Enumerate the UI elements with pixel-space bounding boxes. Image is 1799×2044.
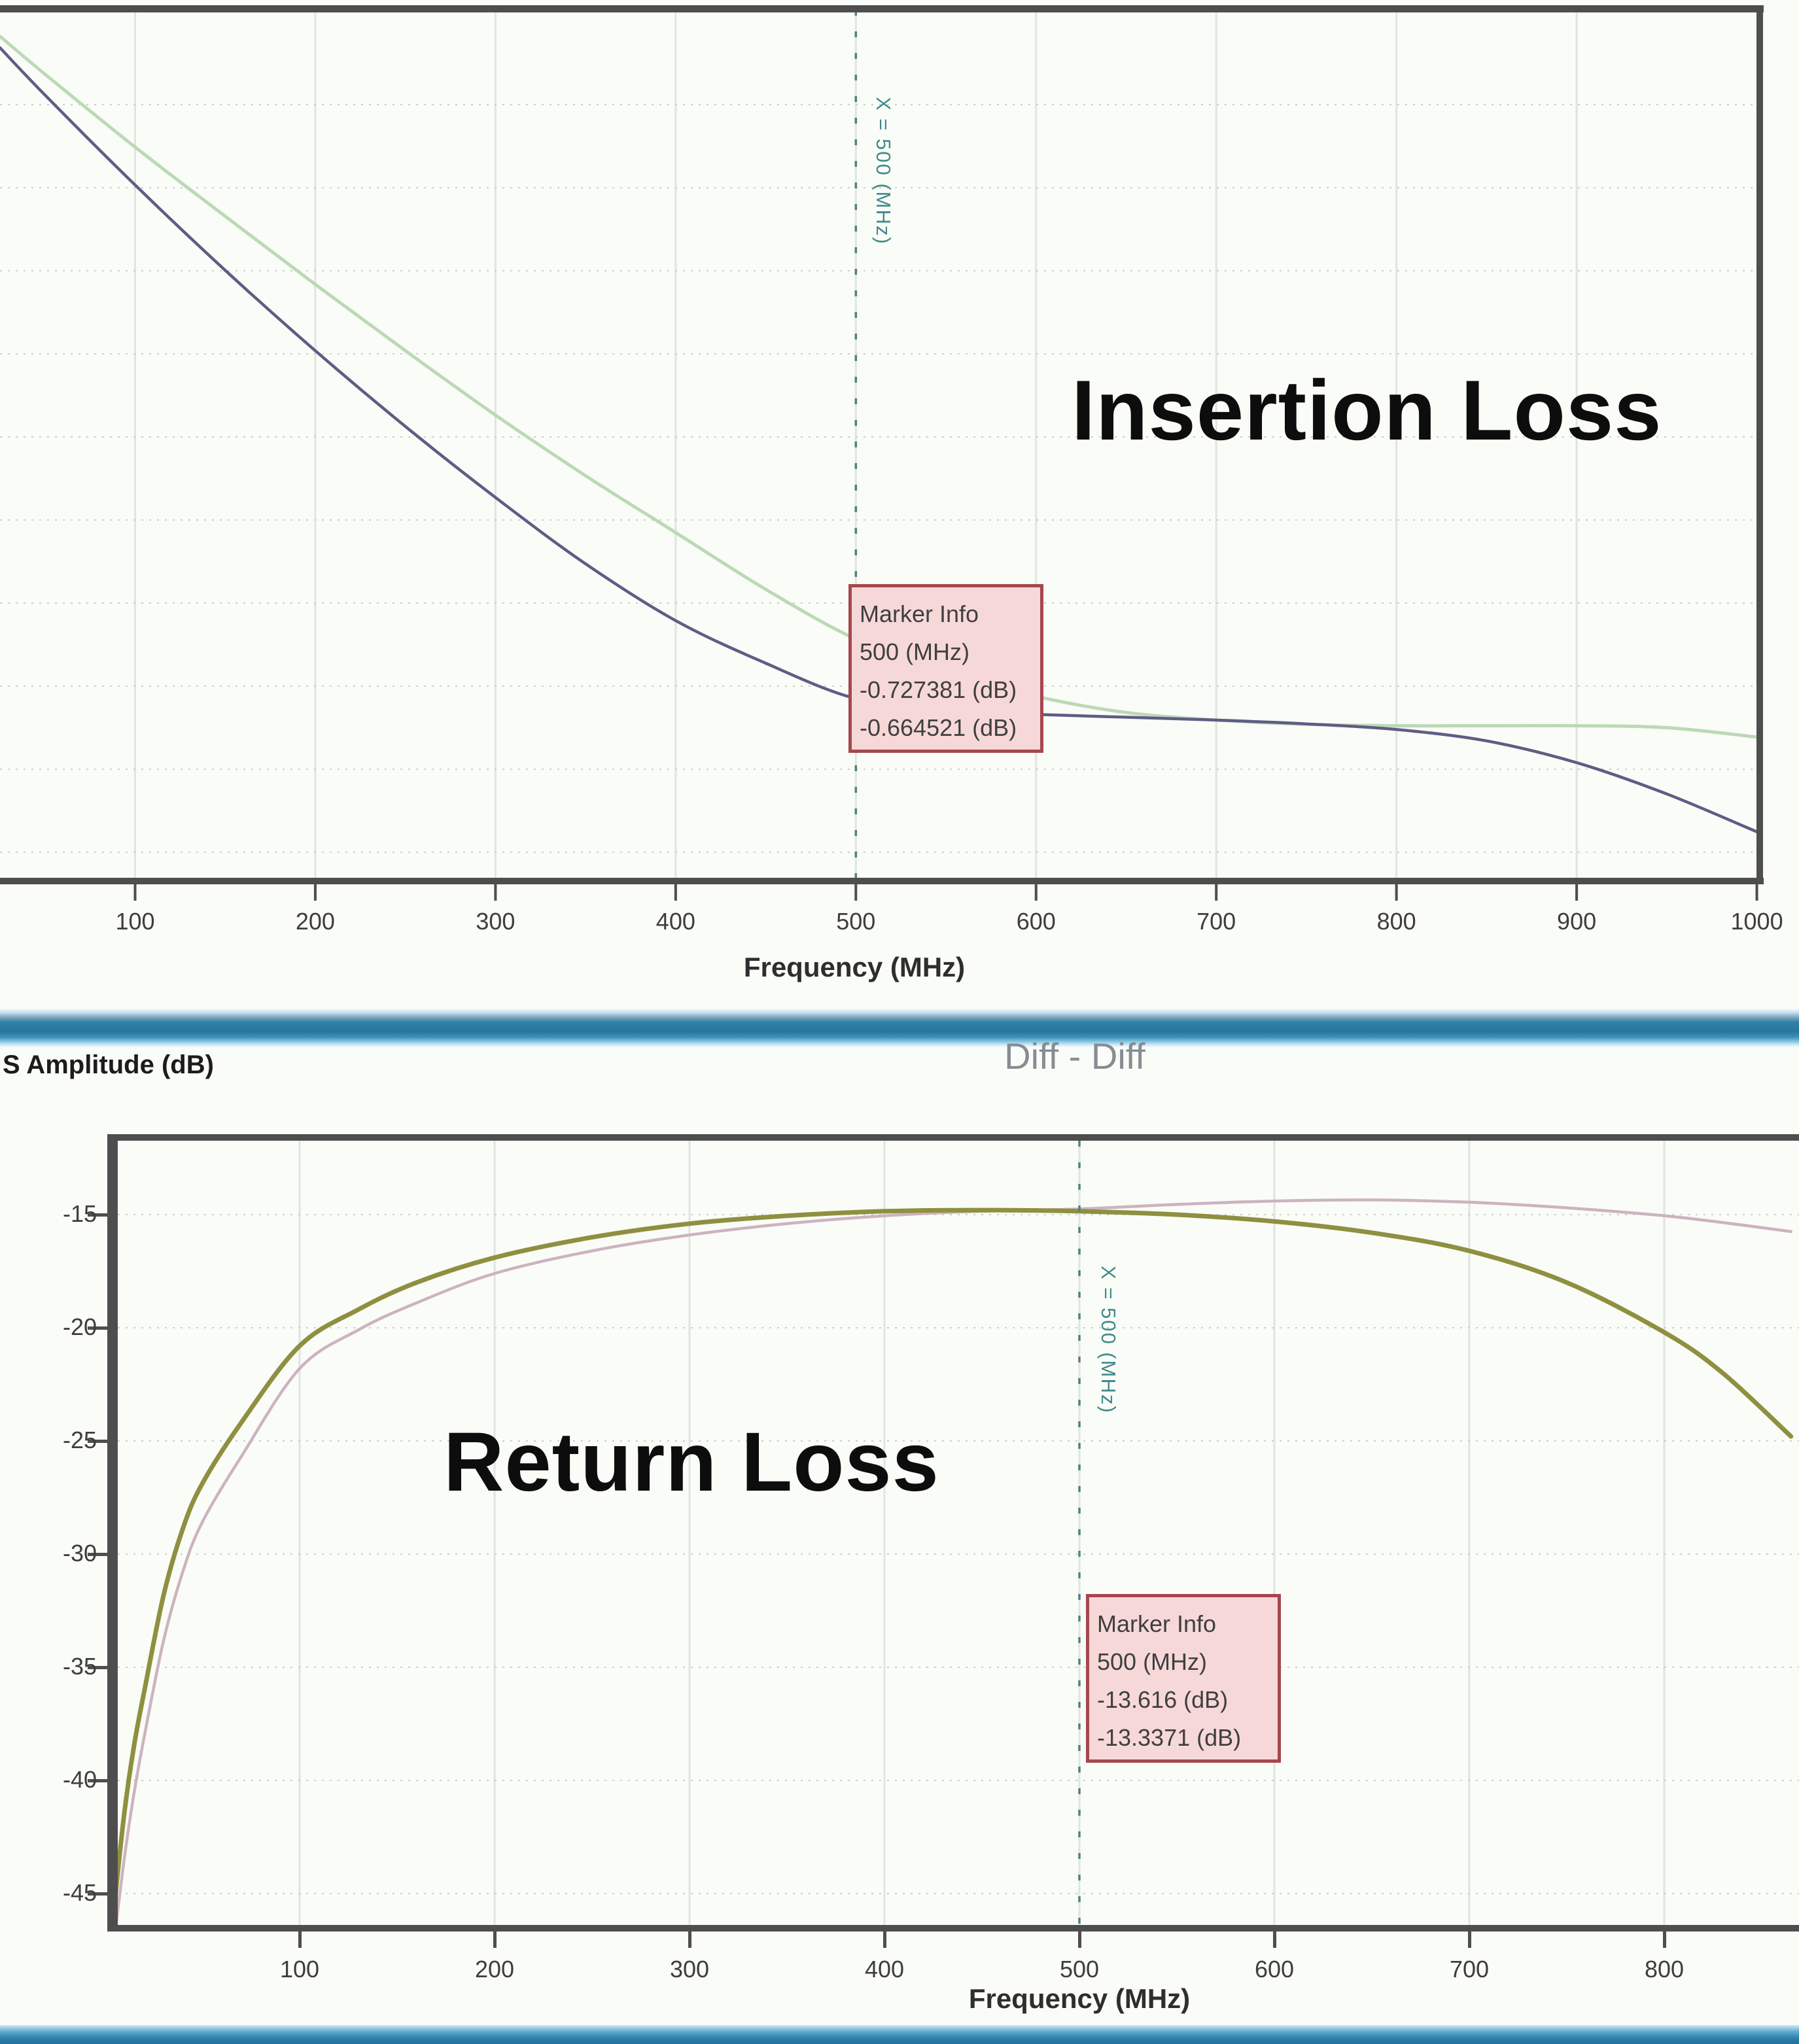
- x-tick-label: 300: [669, 1956, 710, 1983]
- x-tick-label: 300: [476, 908, 515, 935]
- chart-title: Diff - Diff: [1004, 1035, 1145, 1077]
- y-tick-label: -15: [62, 1200, 97, 1227]
- x-axis-label-top: Frequency (MHz): [743, 952, 966, 982]
- marker-frequency: 500 (MHz): [860, 638, 970, 665]
- y-tick-label: -45: [62, 1879, 97, 1906]
- x-tick-label: 600: [1016, 908, 1056, 935]
- x-tick-label: 100: [115, 908, 155, 935]
- x-tick-label: 700: [1196, 908, 1236, 935]
- x-tick-label: 600: [1254, 1956, 1295, 1983]
- marker-value-1: -0.727381 (dB): [860, 676, 1017, 703]
- marker-axis-label-top: X = 500 (MHz): [872, 97, 895, 245]
- x-tick-label: 200: [474, 1956, 515, 1983]
- return-loss-label: Return Loss: [444, 1415, 939, 1509]
- insertion-loss-plot[interactable]: [0, 0, 1799, 1020]
- marker-info-title: Marker Info: [1097, 1610, 1217, 1637]
- x-tick-label: 100: [279, 1956, 320, 1983]
- marker-info-title: Marker Info: [860, 600, 979, 627]
- y-tick-label: -40: [62, 1766, 97, 1793]
- marker-value-2: -0.664521 (dB): [860, 714, 1017, 741]
- divider-band: [0, 1009, 1799, 1047]
- y-tick-label: -20: [62, 1313, 97, 1340]
- x-tick-label: 900: [1557, 908, 1597, 935]
- marker-info-box[interactable]: Marker Info 500 (MHz) -0.727381 (dB) -0.…: [848, 584, 1043, 753]
- x-tick-label: 400: [864, 1956, 905, 1983]
- x-axis-label-bottom: Frequency (MHz): [968, 1983, 1191, 2014]
- marker-axis-label-bottom: X = 500 (MHz): [1097, 1266, 1120, 1414]
- bottom-edge-band: [0, 2025, 1799, 2044]
- return-loss-plot[interactable]: [0, 1020, 1799, 2044]
- x-tick-label: 500: [836, 908, 876, 935]
- insertion-loss-label: Insertion Loss: [1072, 362, 1662, 458]
- y-tick-label: -35: [62, 1653, 97, 1680]
- marker-frequency: 500 (MHz): [1097, 1648, 1208, 1675]
- x-tick-label: 1000: [1730, 908, 1783, 935]
- y-tick-label: -30: [62, 1540, 97, 1567]
- x-tick-label: 500: [1059, 1956, 1100, 1983]
- marker-value-2: -13.3371 (dB): [1097, 1724, 1242, 1751]
- x-tick-label: 700: [1449, 1956, 1490, 1983]
- y-axis-label: S Amplitude (dB): [3, 1050, 214, 1079]
- y-tick-label: -25: [62, 1427, 97, 1453]
- marker-value-1: -13.616 (dB): [1097, 1686, 1229, 1713]
- x-tick-label: 400: [655, 908, 695, 935]
- x-tick-label: 200: [295, 908, 335, 935]
- x-tick-label: 800: [1376, 908, 1416, 935]
- marker-info-box[interactable]: Marker Info 500 (MHz) -13.616 (dB) -13.3…: [1086, 1594, 1281, 1763]
- x-tick-label: 800: [1644, 1956, 1685, 1983]
